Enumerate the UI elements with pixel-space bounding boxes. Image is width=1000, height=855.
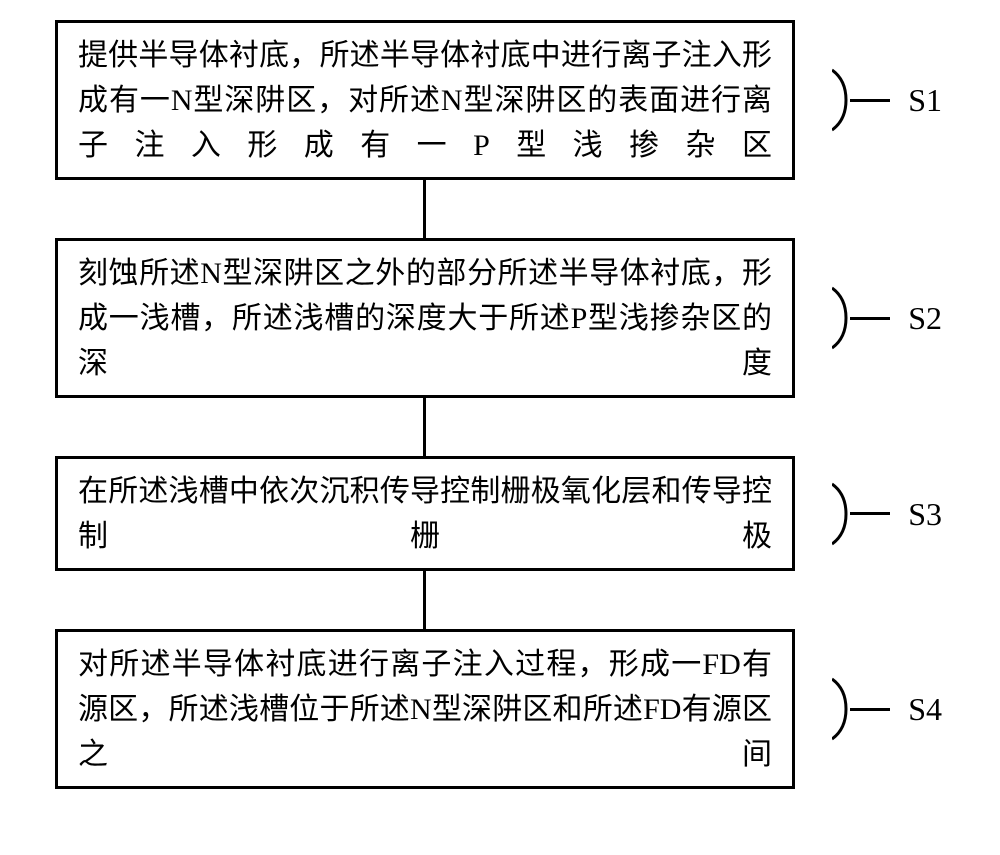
step-box-3: 在所述浅槽中依次沉积传导控制栅极氧化层和传导控制栅极 S3 <box>55 456 795 571</box>
label-curve-icon <box>832 479 850 549</box>
label-line-icon <box>850 512 890 515</box>
step-box-2: 刻蚀所述N型深阱区之外的部分所述半导体衬底，形成一浅槽，所述浅槽的深度大于所述P… <box>55 238 795 398</box>
label-line-icon <box>850 708 890 711</box>
step-text-2: 刻蚀所述N型深阱区之外的部分所述半导体衬底，形成一浅槽，所述浅槽的深度大于所述P… <box>78 251 772 386</box>
step-label-group-4: S4 <box>850 685 942 733</box>
step-label-1: S1 <box>908 76 942 124</box>
flowchart-container: 提供半导体衬底，所述半导体衬底中进行离子注入形成有一N型深阱区，对所述N型深阱区… <box>55 20 945 789</box>
step-text-3: 在所述浅槽中依次沉积传导控制栅极氧化层和传导控制栅极 <box>78 469 772 559</box>
label-curve-icon <box>832 65 850 135</box>
step-box-1: 提供半导体衬底，所述半导体衬底中进行离子注入形成有一N型深阱区，对所述N型深阱区… <box>55 20 795 180</box>
step-box-4: 对所述半导体衬底进行离子注入过程，形成一FD有源区，所述浅槽位于所述N型深阱区和… <box>55 629 795 789</box>
step-text-1: 提供半导体衬底，所述半导体衬底中进行离子注入形成有一N型深阱区，对所述N型深阱区… <box>78 33 772 168</box>
label-curve-icon <box>832 283 850 353</box>
step-text-4: 对所述半导体衬底进行离子注入过程，形成一FD有源区，所述浅槽位于所述N型深阱区和… <box>78 642 772 777</box>
step-label-4: S4 <box>908 685 942 733</box>
connector-3 <box>423 571 426 629</box>
step-label-2: S2 <box>908 294 942 342</box>
connector-1 <box>423 180 426 238</box>
step-label-group-3: S3 <box>850 490 942 538</box>
label-line-icon <box>850 99 890 102</box>
connector-2 <box>423 398 426 456</box>
label-line-icon <box>850 317 890 320</box>
step-label-group-2: S2 <box>850 294 942 342</box>
label-curve-icon <box>832 674 850 744</box>
step-label-3: S3 <box>908 490 942 538</box>
step-label-group-1: S1 <box>850 76 942 124</box>
